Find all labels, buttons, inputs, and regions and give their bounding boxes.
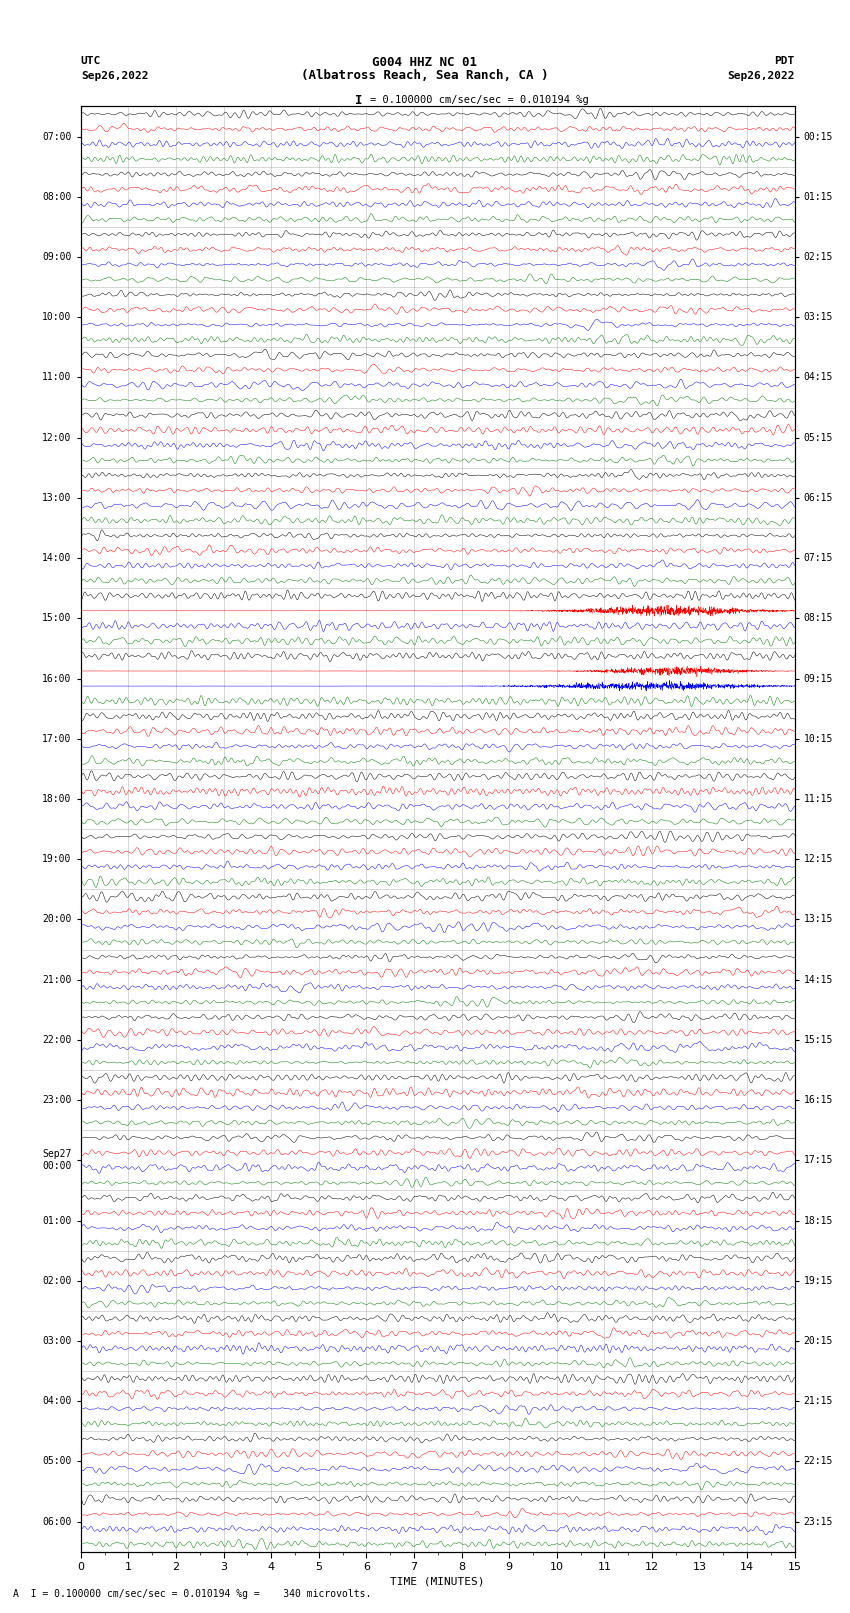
Text: G004 HHZ NC 01: G004 HHZ NC 01 — [372, 55, 478, 69]
Text: UTC: UTC — [81, 56, 101, 66]
Text: Sep26,2022: Sep26,2022 — [81, 71, 148, 81]
Text: (Albatross Reach, Sea Ranch, CA ): (Albatross Reach, Sea Ranch, CA ) — [301, 69, 549, 82]
X-axis label: TIME (MINUTES): TIME (MINUTES) — [390, 1576, 485, 1586]
Text: Sep26,2022: Sep26,2022 — [728, 71, 795, 81]
Text: PDT: PDT — [774, 56, 795, 66]
Text: = 0.100000 cm/sec/sec = 0.010194 %g: = 0.100000 cm/sec/sec = 0.010194 %g — [370, 95, 588, 105]
Text: A  I = 0.100000 cm/sec/sec = 0.010194 %g =    340 microvolts.: A I = 0.100000 cm/sec/sec = 0.010194 %g … — [13, 1589, 371, 1598]
Text: I: I — [355, 94, 362, 106]
